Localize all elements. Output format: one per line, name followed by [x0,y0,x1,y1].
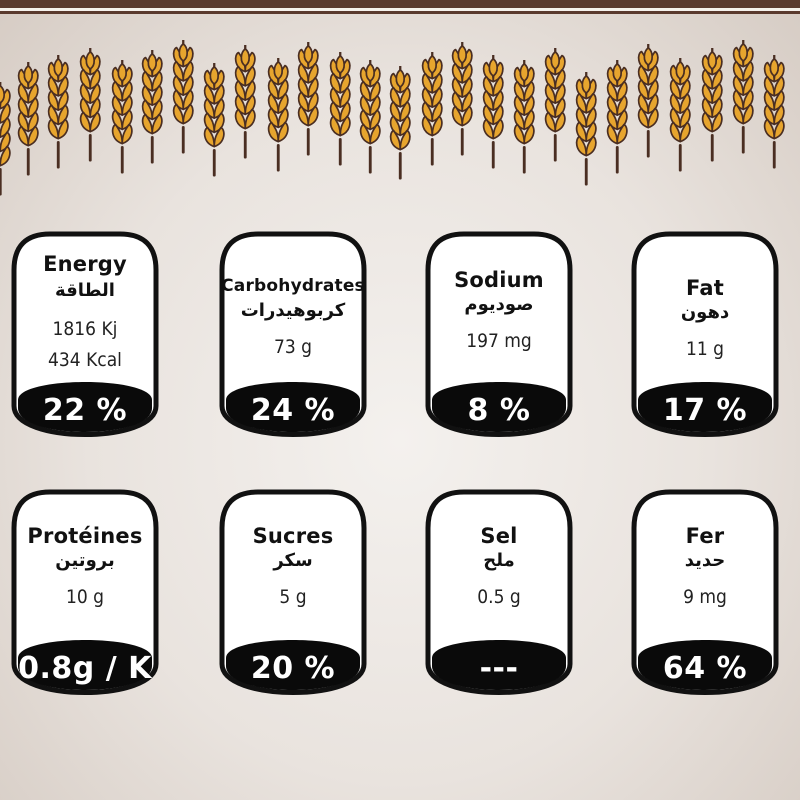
nutrient-amount: 0.5 g [477,586,521,608]
nutrient-percent: 22 % [42,393,128,428]
wheat-ear-icon [17,62,39,176]
badge-frame [219,489,367,695]
nutrient-name-arabic: الطاقة [55,280,115,301]
nutrient-percent: 20 % [250,651,336,686]
wheat-ear-icon [234,45,256,159]
nutrient-percent: 8 % [467,393,531,428]
wheat-ear-icon [575,72,597,186]
nutrient-amount-line-2: 434 Kcal [48,349,122,371]
nutrient-amount: 9 mg [683,586,727,608]
wheat-ear-icon [0,82,11,196]
nutrient-amount: 10 g [65,586,105,608]
nutrient-amount: 5 g [279,586,307,608]
nutrient-name: Protéines [27,524,143,548]
wheat-ear-icon [172,40,194,154]
badge-frame [219,231,367,437]
wheat-ear-icon [669,58,691,172]
nutrient-badge-carbohydrates: Carbohydrates كربوهيدرات 73 g 24 % [218,230,368,450]
nutrient-name: Sucres [252,524,334,548]
badge-frame [425,489,573,695]
wheat-ear-icon [637,44,659,158]
wheat-ear-icon [606,60,628,174]
nutrient-name: Sel [480,524,518,548]
wheat-ear-icon [482,55,504,169]
badge-frame [425,231,573,437]
wheat-ear-icon [297,42,319,156]
nutrient-name: Fat [686,276,724,300]
wheat-ear-icon [451,42,473,156]
badge-frame [11,231,159,437]
nutrient-amount: 73 g [273,336,313,358]
wheat-ear-icon [267,58,289,172]
nutrient-name-arabic: ملح [483,550,515,571]
nutrient-amount: 197 mg [466,330,532,352]
nutrient-badge-proteines: Protéines بروتين 10 g 0.8g / K [10,488,160,708]
nutrient-name-arabic: صوديوم [464,294,534,315]
wheat-ear-icon [544,48,566,162]
nutrient-amount-line-1: 1816 Kj [52,318,118,340]
nutrient-name: Carbohydrates [221,276,365,296]
nutrient-name-arabic: كربوهيدرات [240,300,346,321]
wheat-ear-icon [203,63,225,177]
wheat-ear-icon [421,52,443,166]
nutrient-badge-fer: Fer حديد 9 mg 64 % [630,488,780,708]
nutrient-amount: 11 g [685,338,725,360]
wheat-decoration-row [0,0,800,200]
nutrient-name-arabic: بروتين [55,550,115,571]
nutrient-name-arabic: سكر [273,550,313,571]
wheat-ear-icon [732,40,754,154]
nutrient-percent: 24 % [250,393,336,428]
nutrient-name-arabic: حديد [684,550,726,571]
wheat-ear-icon [701,48,723,162]
nutrient-percent: 17 % [662,393,748,428]
top-border-band [0,0,800,14]
nutrient-name-arabic: دهون [680,302,730,323]
nutrient-name: Fer [685,524,725,548]
wheat-ear-icon [359,60,381,174]
nutrient-percent: --- [479,651,519,686]
wheat-ear-icon [513,60,535,174]
wheat-ear-icon [329,52,351,166]
nutrient-badge-fat: Fat دهون 11 g 17 % [630,230,780,450]
wheat-ear-icon [389,66,411,180]
nutrient-percent: 0.8g / K [18,651,152,686]
badge-frame [631,231,779,437]
wheat-ear-icon [47,55,69,169]
badge-frame [11,489,159,695]
badge-frame [631,489,779,695]
wheat-ear-icon [763,55,785,169]
wheat-ear-icon [141,50,163,164]
nutrient-badge-sodium: Sodium صوديوم 197 mg 8 % [424,230,574,450]
nutrient-badge-sucres: Sucres سكر 5 g 20 % [218,488,368,708]
nutrient-badge-energy: Energy الطاقة 1816 Kj 434 Kcal 22 % [10,230,160,450]
nutrient-percent: 64 % [662,651,748,686]
wheat-ear-icon [79,48,101,162]
wheat-ear-icon [111,60,133,174]
nutrient-name: Sodium [454,268,544,292]
nutrient-badge-sel: Sel ملح 0.5 g --- [424,488,574,708]
nutrient-name: Energy [43,252,127,276]
